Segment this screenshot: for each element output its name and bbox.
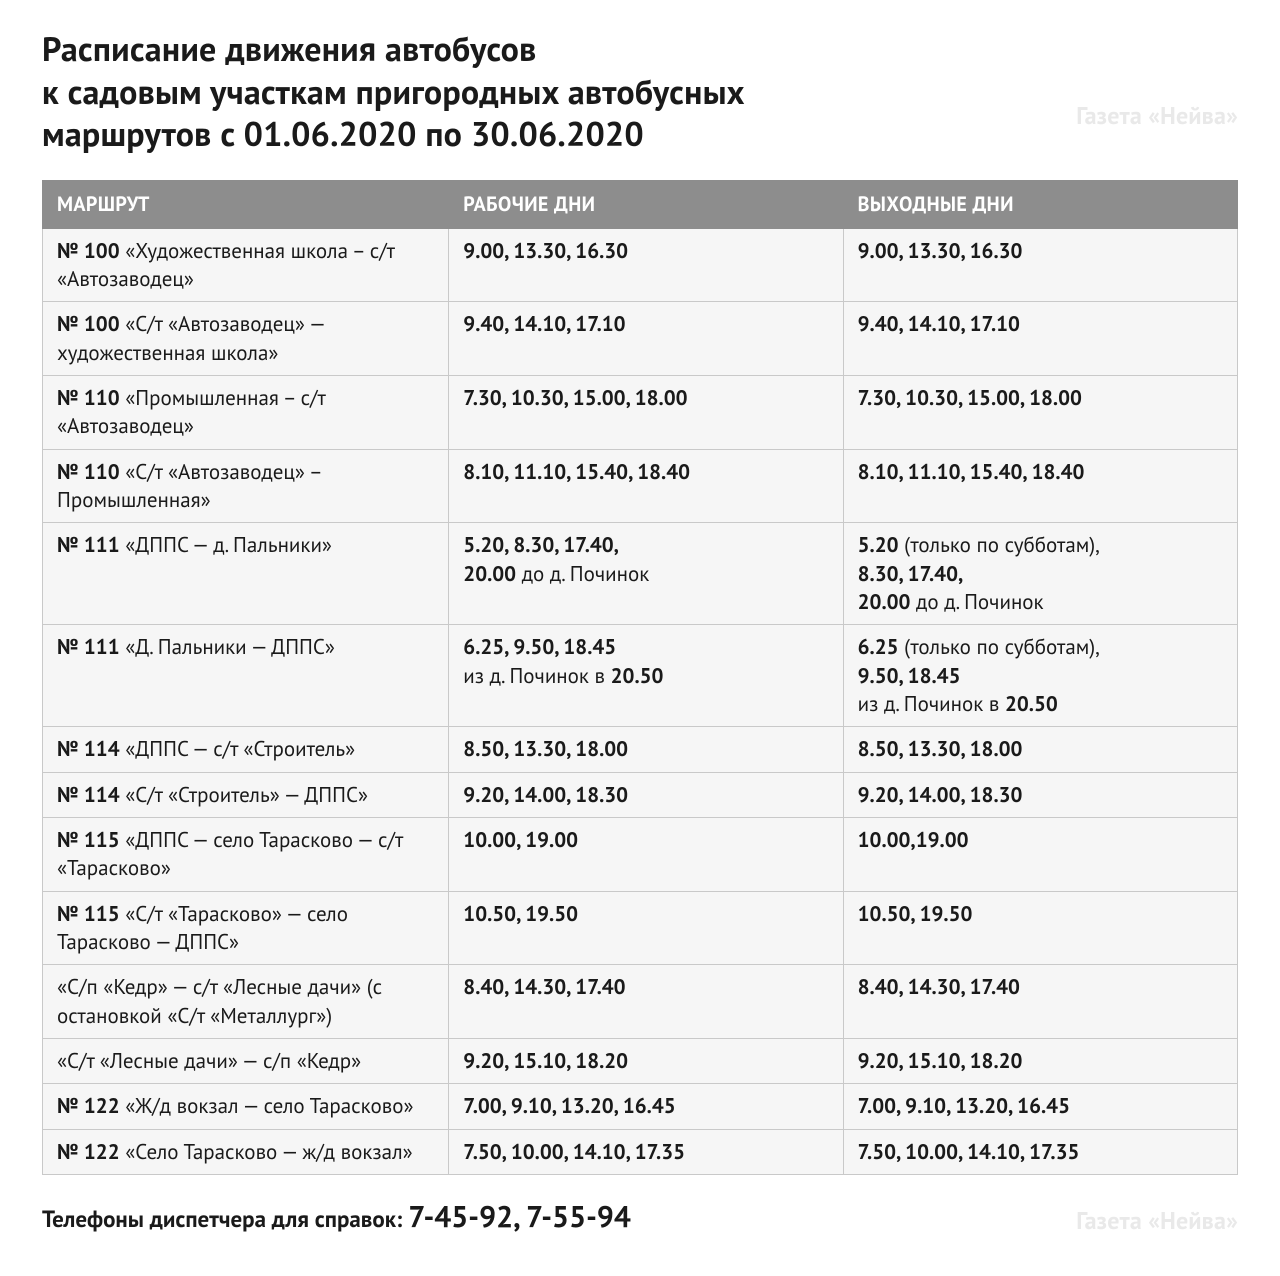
table-row: № 110 «С/т «Автозаводец» – Промышленная»…	[43, 449, 1238, 523]
table-row: «С/т «Лесные дачи» — с/п «Кедр» 9.20, 15.…	[43, 1039, 1238, 1084]
route-name: «ДППС — д. Пальники»	[125, 531, 332, 558]
route-name: «ДППС — с/т «Строитель»	[125, 735, 355, 762]
table-row: № 100 «Художественная школа – с/т «Автоз…	[43, 228, 1238, 302]
cell-workdays: 10.00, 19.00	[449, 818, 843, 892]
cell-workdays: 8.40, 14.30, 17.40	[449, 965, 843, 1039]
col-header-route: МАРШРУТ	[43, 180, 449, 228]
cell-route: № 110 «Промышленная – с/т «Автозаводец»	[43, 375, 449, 449]
cell-route: № 100 «Художественная школа – с/т «Автоз…	[43, 228, 449, 302]
cell-weekends: 10.00,19.00	[843, 818, 1237, 892]
cell-workdays: 9.40, 14.10, 17.10	[449, 302, 843, 376]
route-number: № 115	[57, 826, 120, 853]
cell-route: «С/т «Лесные дачи» — с/п «Кедр»	[43, 1039, 449, 1084]
route-number: № 115	[57, 900, 120, 927]
cell-weekends: 9.20, 15.10, 18.20	[843, 1039, 1237, 1084]
cell-route: № 115 «ДППС — село Тарасково — с/т «Тара…	[43, 818, 449, 892]
cell-weekends: 5.20 (только по субботам),8.30, 17.40,20…	[843, 523, 1237, 625]
cell-route: № 122 «Ж/д вокзал — село Тарасково»	[43, 1084, 449, 1129]
cell-weekends: 7.30, 10.30, 15.00, 18.00	[843, 375, 1237, 449]
cell-workdays: 9.20, 14.00, 18.30	[449, 772, 843, 817]
table-row: № 122 «Село Тарасково — ж/д вокзал»7.50,…	[43, 1129, 1238, 1174]
cell-weekends: 8.40, 14.30, 17.40	[843, 965, 1237, 1039]
route-name: «Ж/д вокзал — село Тарасково»	[125, 1092, 413, 1119]
table-row: № 111 «ДППС — д. Пальники»5.20, 8.30, 17…	[43, 523, 1238, 625]
table-row: № 115 «ДППС — село Тарасково — с/т «Тара…	[43, 818, 1238, 892]
cell-route: № 115 «С/т «Тарасково» — село Тарасково …	[43, 891, 449, 965]
route-name: «С/п «Кедр» — с/т «Лесные дачи» (с остан…	[57, 973, 382, 1028]
table-row: № 114 «ДППС — с/т «Строитель»8.50, 13.30…	[43, 727, 1238, 772]
cell-route: № 110 «С/т «Автозаводец» – Промышленная»	[43, 449, 449, 523]
cell-weekends: 9.40, 14.10, 17.10	[843, 302, 1237, 376]
cell-route: «С/п «Кедр» — с/т «Лесные дачи» (с остан…	[43, 965, 449, 1039]
cell-workdays: 6.25, 9.50, 18.45из д. Починок в 20.50	[449, 625, 843, 727]
cell-weekends: 6.25 (только по субботам),9.50, 18.45из …	[843, 625, 1237, 727]
cell-route: № 114 «ДППС — с/т «Строитель»	[43, 727, 449, 772]
route-name: «Село Тарасково — ж/д вокзал»	[125, 1138, 412, 1165]
cell-weekends: 10.50, 19.50	[843, 891, 1237, 965]
route-name: «С/т «Лесные дачи» — с/п «Кедр»	[57, 1047, 361, 1074]
page-title: Расписание движения автобусовк садовым у…	[42, 28, 1238, 156]
schedule-table: МАРШРУТ РАБОЧИЕ ДНИ ВЫХОДНЫЕ ДНИ № 100 «…	[42, 180, 1238, 1176]
cell-workdays: 5.20, 8.30, 17.40,20.00 до д. Починок	[449, 523, 843, 625]
route-number: № 110	[57, 384, 120, 411]
table-row: № 111 «Д. Пальники — ДППС»6.25, 9.50, 18…	[43, 625, 1238, 727]
cell-weekends: 7.00, 9.10, 13.20, 16.45	[843, 1084, 1237, 1129]
col-header-weekends: ВЫХОДНЫЕ ДНИ	[843, 180, 1237, 228]
route-number: № 100	[57, 310, 120, 337]
cell-weekends: 8.50, 13.30, 18.00	[843, 727, 1237, 772]
cell-workdays: 9.00, 13.30, 16.30	[449, 228, 843, 302]
cell-weekends: 7.50, 10.00, 14.10, 17.35	[843, 1129, 1237, 1174]
table-row: «С/п «Кедр» — с/т «Лесные дачи» (с остан…	[43, 965, 1238, 1039]
cell-workdays: 7.50, 10.00, 14.10, 17.35	[449, 1129, 843, 1174]
route-number: № 110	[57, 458, 120, 485]
footer-phones: 7-45-92, 7-55-94	[408, 1197, 631, 1236]
route-name: «С/т «Строитель» — ДППС»	[125, 781, 368, 808]
table-row: № 122 «Ж/д вокзал — село Тарасково»7.00,…	[43, 1084, 1238, 1129]
cell-weekends: 9.00, 13.30, 16.30	[843, 228, 1237, 302]
table-row: № 100 «С/т «Автозаводец» — художественна…	[43, 302, 1238, 376]
route-number: № 100	[57, 237, 120, 264]
page-container: Газета «Нейва» Расписание движения автоб…	[0, 0, 1280, 1276]
cell-route: № 100 «С/т «Автозаводец» — художественна…	[43, 302, 449, 376]
route-number: № 111	[57, 531, 120, 558]
cell-route: № 111 «Д. Пальники — ДППС»	[43, 625, 449, 727]
cell-workdays: 8.50, 13.30, 18.00	[449, 727, 843, 772]
col-header-workdays: РАБОЧИЕ ДНИ	[449, 180, 843, 228]
cell-route: № 122 «Село Тарасково — ж/д вокзал»	[43, 1129, 449, 1174]
table-body: № 100 «Художественная школа – с/т «Автоз…	[43, 228, 1238, 1175]
route-number: № 122	[57, 1092, 120, 1119]
route-number: № 114	[57, 735, 120, 762]
cell-workdays: 10.50, 19.50	[449, 891, 843, 965]
table-row: № 110 «Промышленная – с/т «Автозаводец»7…	[43, 375, 1238, 449]
cell-route: № 114 «С/т «Строитель» — ДППС»	[43, 772, 449, 817]
cell-workdays: 7.00, 9.10, 13.20, 16.45	[449, 1084, 843, 1129]
cell-workdays: 8.10, 11.10, 15.40, 18.40	[449, 449, 843, 523]
cell-weekends: 9.20, 14.00, 18.30	[843, 772, 1237, 817]
cell-weekends: 8.10, 11.10, 15.40, 18.40	[843, 449, 1237, 523]
cell-workdays: 7.30, 10.30, 15.00, 18.00	[449, 375, 843, 449]
footer: Телефоны диспетчера для справок: 7-45-92…	[42, 1197, 1238, 1236]
route-number: № 111	[57, 633, 120, 660]
route-name: «Д. Пальники — ДППС»	[125, 633, 335, 660]
cell-workdays: 9.20, 15.10, 18.20	[449, 1039, 843, 1084]
cell-route: № 111 «ДППС — д. Пальники»	[43, 523, 449, 625]
table-row: № 115 «С/т «Тарасково» — село Тарасково …	[43, 891, 1238, 965]
footer-label: Телефоны диспетчера для справок:	[42, 1205, 402, 1234]
table-row: № 114 «С/т «Строитель» — ДППС»9.20, 14.0…	[43, 772, 1238, 817]
route-number: № 114	[57, 781, 120, 808]
route-number: № 122	[57, 1138, 120, 1165]
table-header: МАРШРУТ РАБОЧИЕ ДНИ ВЫХОДНЫЕ ДНИ	[43, 180, 1238, 228]
